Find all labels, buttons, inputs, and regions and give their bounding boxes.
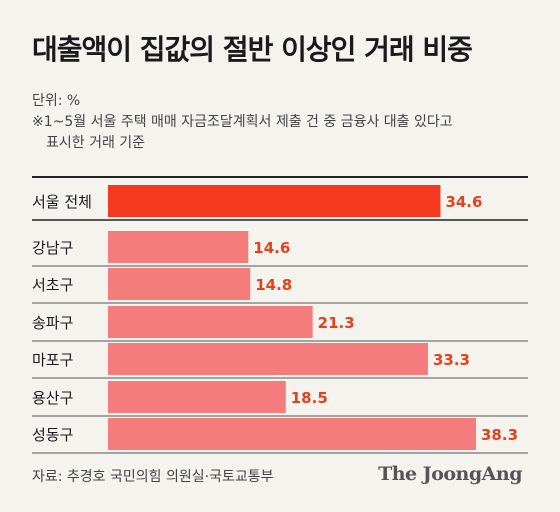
category-label: 서초구 xyxy=(32,276,73,294)
value-label: 33.3 xyxy=(433,351,470,369)
category-label: 마포구 xyxy=(32,351,73,369)
bar xyxy=(108,381,286,413)
bar xyxy=(108,185,441,217)
value-label: 21.3 xyxy=(318,314,355,332)
bar xyxy=(108,418,476,450)
category-label: 강남구 xyxy=(32,239,73,257)
category-label: 성동구 xyxy=(32,426,73,444)
footnote-line-2: 표시한 거래 기준 xyxy=(46,135,146,151)
unit-label: 단위: % xyxy=(32,93,81,109)
value-label: 34.6 xyxy=(445,193,482,211)
category-label: 서울 전체 xyxy=(32,193,92,211)
chart-title: 대출액이 집값의 절반 이상인 거래 비중 xyxy=(32,33,473,66)
joongang-logo: The JoongAng xyxy=(378,463,522,485)
value-label: 14.6 xyxy=(253,239,290,257)
value-label: 14.8 xyxy=(255,276,292,294)
value-label: 38.3 xyxy=(481,426,518,444)
footnote-line-1: ※1~5월 서울 주택 매매 자금조달계획서 제출 건 중 금융사 대출 있다고 xyxy=(32,114,453,130)
source-text: 자료: 추경호 국민의힘 의원실·국토교통부 xyxy=(32,469,274,485)
bar xyxy=(108,343,428,375)
bar xyxy=(108,306,313,338)
bar xyxy=(108,231,249,263)
category-label: 송파구 xyxy=(32,314,73,332)
footnote: ※1~5월 서울 주택 매매 자금조달계획서 제출 건 중 금융사 대출 있다고… xyxy=(32,112,532,154)
category-label: 용산구 xyxy=(32,389,73,407)
bar xyxy=(108,268,251,300)
value-label: 18.5 xyxy=(291,389,328,407)
